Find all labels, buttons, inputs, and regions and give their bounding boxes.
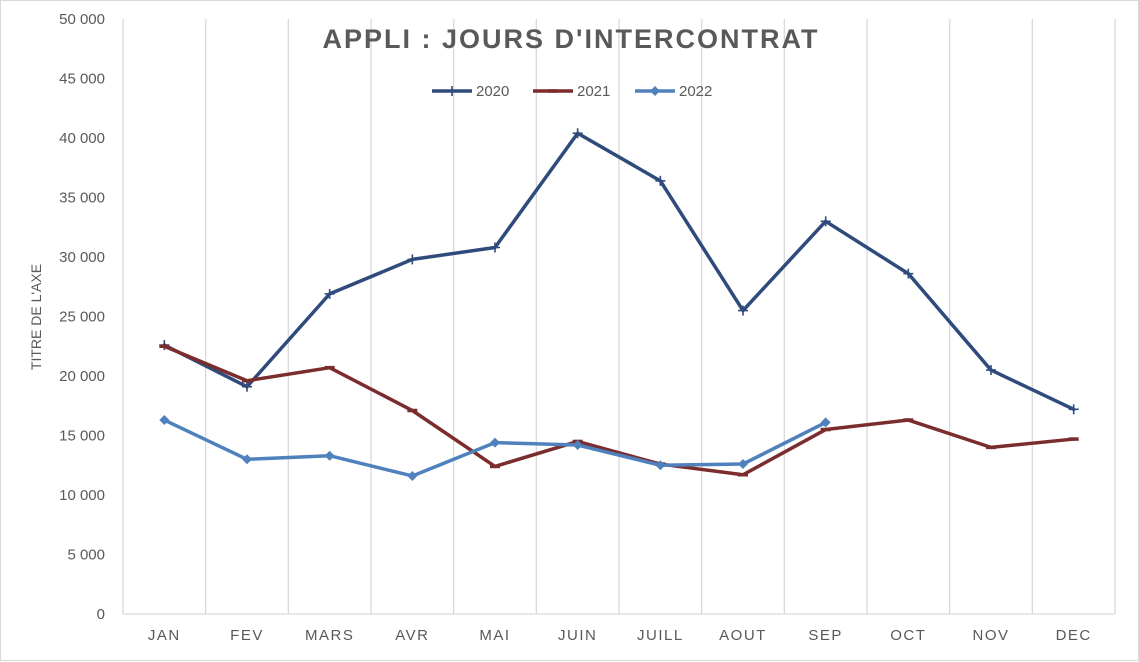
data-point-diamond <box>655 460 666 471</box>
data-point-diamond <box>242 454 252 465</box>
data-point-plus <box>903 268 914 279</box>
data-point-diamond <box>407 470 418 481</box>
axis-layer: 0 5 000 10 000 15 000 20 000 25 000 30 000 35 0… <box>59 11 1115 644</box>
legend-entry-2020: 2020 <box>432 83 509 100</box>
legend: 2020 2021 2022 <box>432 83 712 100</box>
y-tick-label: 25 000 <box>59 309 105 326</box>
data-point-plus <box>738 305 748 316</box>
series-line-2020 <box>162 131 1076 412</box>
y-tick-label: 35 000 <box>59 190 105 207</box>
y-tick-label: 15 000 <box>59 428 105 445</box>
legend-label: 2022 <box>679 83 712 100</box>
y-tick-label: 50 000 <box>59 11 105 28</box>
y-tick-label: 10 000 <box>59 487 105 504</box>
data-point-plus <box>324 288 335 299</box>
data-point-plus <box>655 175 666 186</box>
x-tick-label: FEV <box>230 627 264 644</box>
data-point-diamond <box>572 440 583 451</box>
legend-entry-2021: 2021 <box>533 83 610 100</box>
data-point-diamond <box>490 437 500 448</box>
legend-label: 2020 <box>476 83 509 100</box>
data-point-diamond <box>159 415 170 426</box>
x-tick-label: MAI <box>479 627 510 644</box>
series-2022 <box>159 415 831 481</box>
x-tick-label: AVR <box>395 627 429 644</box>
x-tick-label: JAN <box>148 627 181 644</box>
x-tick-label: NOV <box>972 627 1009 644</box>
series-2020 <box>159 128 1079 415</box>
x-tick-label: DEC <box>1056 627 1092 644</box>
legend-entry-2022: 2022 <box>635 83 712 100</box>
x-tick-label: OCT <box>890 627 926 644</box>
x-tick-label: SEP <box>808 627 843 644</box>
series-layer <box>159 128 1079 481</box>
y-tick-label: 45 000 <box>59 71 105 88</box>
data-point-diamond <box>650 86 660 96</box>
grid-layer <box>122 19 1116 614</box>
legend-label: 2021 <box>577 83 610 100</box>
x-tick-label: JUILL <box>637 627 684 644</box>
data-point-plus <box>572 128 583 139</box>
data-point-diamond <box>820 417 831 428</box>
series-line-2021 <box>162 344 1076 477</box>
y-tick-label: 20 000 <box>59 368 105 385</box>
data-point-plus <box>490 242 500 253</box>
x-tick-label: JUIN <box>558 627 597 644</box>
x-tick-label: MARS <box>305 627 354 644</box>
data-point-plus <box>986 365 996 376</box>
y-tick-label: 30 000 <box>59 249 105 266</box>
data-point-plus <box>242 381 252 392</box>
data-point-plus <box>1068 404 1079 415</box>
data-point-diamond <box>738 459 748 470</box>
chart-title: APPLI : JOURS D'INTERCONTRAT <box>323 24 820 54</box>
data-point-plus <box>820 216 831 227</box>
y-axis-title: TITRE DE L'AXE <box>28 264 44 370</box>
y-tick-label: 0 <box>97 606 105 623</box>
data-point-plus <box>447 86 457 96</box>
data-point-diamond <box>324 450 335 461</box>
y-tick-label: 40 000 <box>59 130 105 147</box>
y-tick-label: 5 000 <box>67 547 105 564</box>
data-point-plus <box>407 254 418 265</box>
x-tick-label: AOUT <box>719 627 767 644</box>
